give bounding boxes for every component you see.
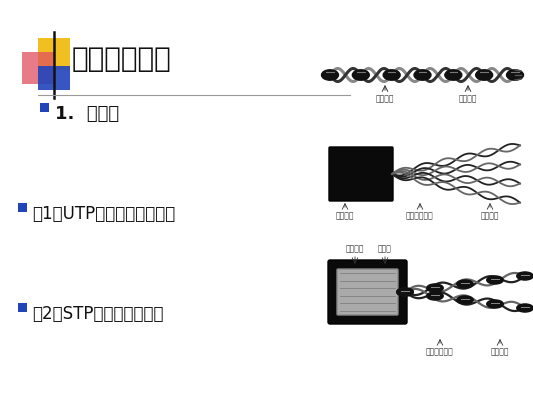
Text: 铜芯导体: 铜芯导体 [491, 347, 509, 356]
Text: 铜芯导体: 铜芯导体 [459, 94, 477, 103]
Text: 色标绝缘外皮: 色标绝缘外皮 [406, 211, 434, 220]
Text: （2）STP（屏蔽双绞线）: （2）STP（屏蔽双绞线） [32, 305, 164, 323]
Ellipse shape [487, 300, 503, 308]
Text: 铜芯导体: 铜芯导体 [481, 211, 499, 220]
Ellipse shape [506, 70, 523, 80]
Text: 1.  双绞线: 1. 双绞线 [55, 105, 119, 123]
Bar [38, 38, 70, 70]
Text: 色标绝缘外皮: 色标绝缘外皮 [426, 347, 454, 356]
Ellipse shape [457, 296, 473, 304]
FancyBboxPatch shape [337, 269, 398, 315]
FancyBboxPatch shape [328, 260, 407, 324]
Bar [22, 52, 54, 84]
Ellipse shape [321, 70, 338, 80]
Ellipse shape [475, 70, 492, 80]
Ellipse shape [457, 280, 473, 288]
Ellipse shape [352, 70, 369, 80]
Ellipse shape [487, 276, 503, 284]
Ellipse shape [517, 304, 533, 312]
Ellipse shape [517, 272, 533, 280]
Text: 屏蔽层: 屏蔽层 [378, 244, 392, 253]
Bar [18, 203, 27, 212]
Ellipse shape [427, 292, 443, 300]
Ellipse shape [445, 70, 462, 80]
FancyBboxPatch shape [329, 147, 393, 201]
Text: （1）UTP（非屏蔽双绞线）: （1）UTP（非屏蔽双绞线） [32, 205, 175, 223]
Ellipse shape [397, 288, 413, 296]
Ellipse shape [414, 70, 431, 80]
Text: 塑料护套: 塑料护套 [346, 244, 364, 253]
Bar [18, 303, 27, 312]
Bar [38, 66, 70, 90]
Text: 塑料护套: 塑料护套 [336, 211, 354, 220]
Text: 线缆外皮: 线缆外皮 [376, 94, 394, 103]
Text: 二、传输介质: 二、传输介质 [72, 45, 172, 73]
Ellipse shape [427, 284, 443, 292]
Ellipse shape [383, 70, 400, 80]
Ellipse shape [397, 288, 413, 296]
Bar [40, 103, 49, 112]
